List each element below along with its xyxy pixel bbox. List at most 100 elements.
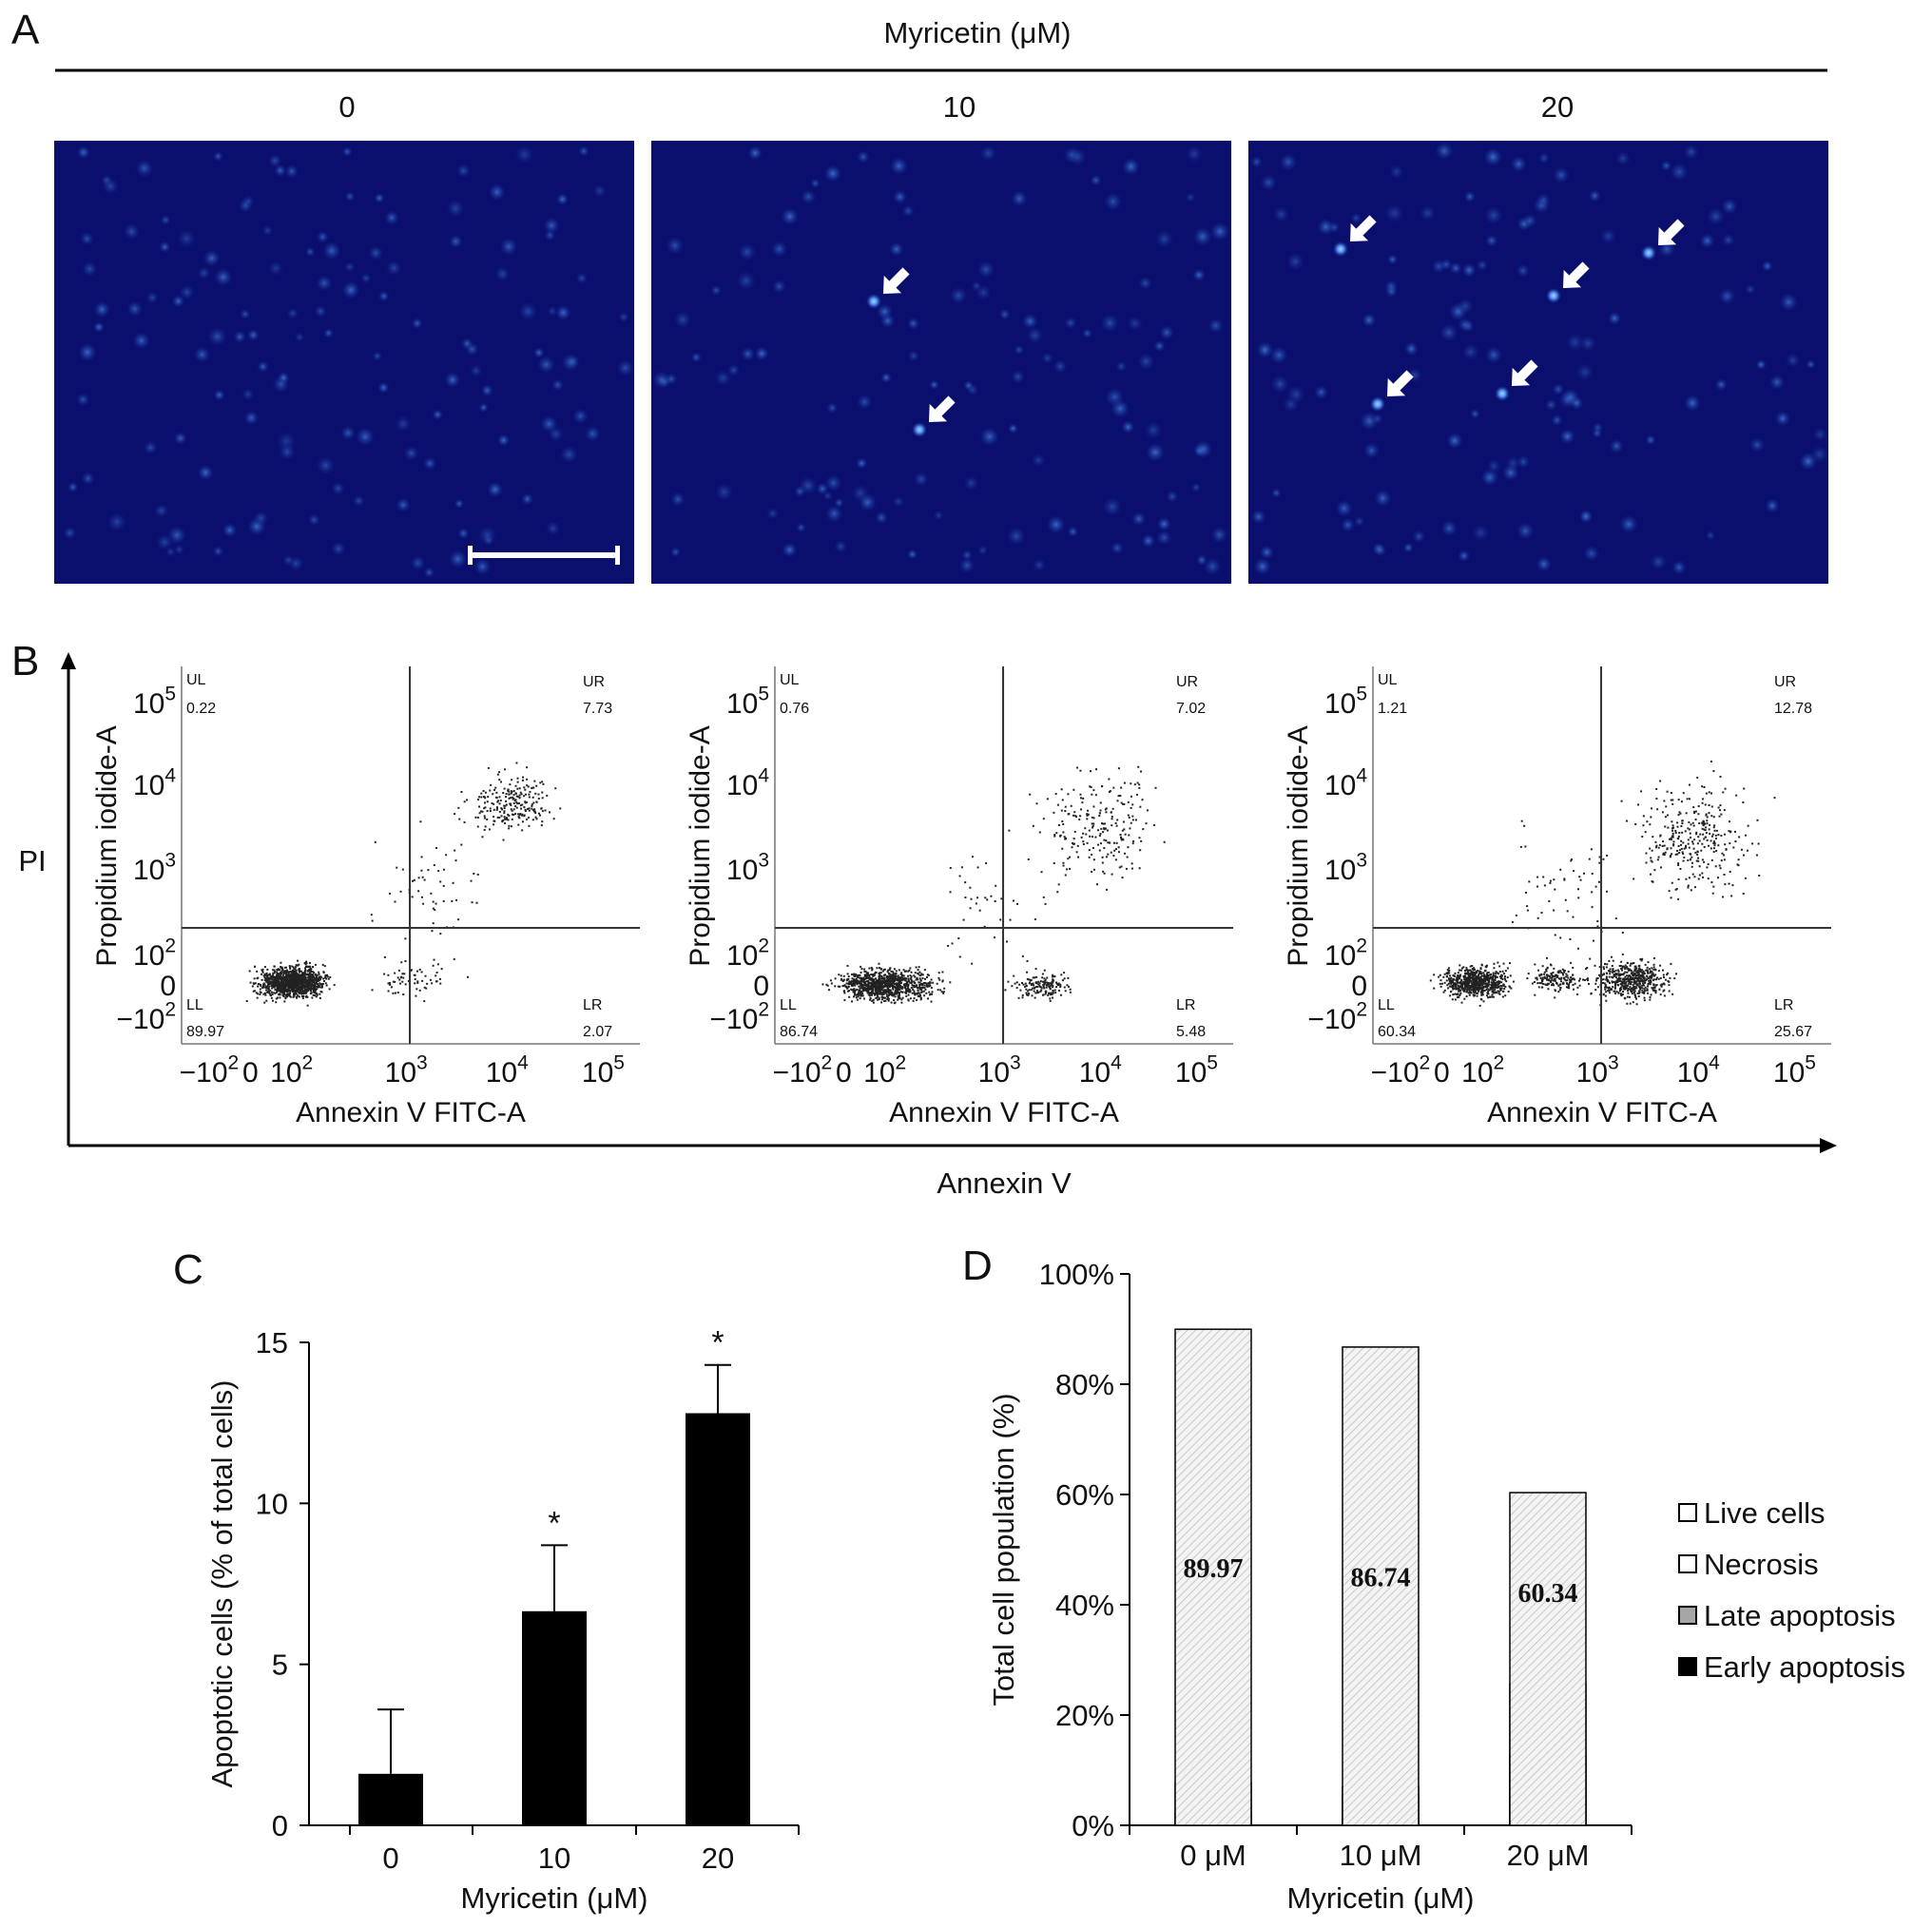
event-dot [1634,970,1637,973]
event-dot [904,987,907,990]
event-dot [299,971,301,974]
event-dot [1643,988,1646,991]
event-dot [291,983,294,986]
event-dot [900,972,903,974]
event-dot [1557,972,1560,974]
event-dot [1655,978,1658,981]
event-dot [266,976,269,979]
nucleus [976,284,992,300]
event-dot [1064,837,1067,839]
event-dot [484,825,487,828]
nucleus [618,312,629,323]
event-dot [1494,991,1497,993]
event-dot [1472,975,1475,978]
nucleus [331,481,345,495]
event-dot [1576,986,1579,989]
event-dot [312,988,315,991]
event-dot [476,873,479,876]
event-dot [1480,998,1483,1001]
event-dot [1139,849,1142,852]
event-dot [1625,981,1628,984]
event-dot [1072,838,1075,840]
event-dot [481,810,484,813]
flow-y-tick: 104 [133,765,176,802]
event-dot [865,975,868,978]
event-dot [414,974,416,976]
event-dot [259,983,261,986]
event-dot [273,969,276,972]
event-dot [271,984,274,987]
event-dot [1561,982,1564,985]
event-dot [498,796,501,799]
nucleus [810,178,821,189]
event-dot [1705,814,1708,817]
event-dot [900,1001,903,1004]
event-dot [1496,983,1498,986]
event-dot [1715,829,1718,832]
event-dot [1466,981,1469,984]
event-dot [884,999,887,1002]
event-dot [421,979,424,982]
event-dot [1605,977,1608,980]
event-dot [1445,975,1448,978]
event-dot [1500,987,1503,990]
event-dot [858,989,860,992]
event-dot [908,969,911,972]
event-dot [1053,835,1056,838]
event-dot [1459,985,1462,988]
event-dot [273,965,276,968]
event-dot [894,995,897,998]
event-dot [1594,989,1597,992]
event-dot [1646,974,1649,977]
event-dot [299,986,302,989]
event-dot [1486,974,1489,977]
event-dot [466,975,469,978]
nucleus [1420,205,1436,222]
event-dot [510,797,512,800]
event-dot [520,793,523,796]
event-dot [921,982,924,985]
event-dot [257,983,260,986]
nucleus [1192,268,1206,281]
event-dot [1049,985,1052,988]
event-dot [1609,970,1612,973]
event-dot [910,976,913,979]
nucleus [1069,147,1087,166]
event-dot [1606,963,1609,966]
event-dot [1452,993,1455,995]
event-dot [1108,791,1111,794]
event-dot [900,986,903,989]
event-dot [1656,858,1659,861]
event-dot [540,807,543,810]
event-dot [257,985,260,988]
event-dot [1465,968,1468,971]
event-dot [309,969,312,972]
event-dot [275,997,278,1000]
nucleus [1592,428,1603,438]
event-dot [862,979,865,982]
event-dot [1121,829,1124,832]
event-dot [1044,902,1047,905]
event-dot [1043,983,1046,986]
nucleus [455,164,471,178]
event-dot [880,988,883,991]
nucleus [907,549,918,560]
event-dot [1111,873,1113,876]
event-dot [1695,833,1698,836]
event-dot [504,804,507,807]
event-dot [310,980,313,983]
event-dot [1492,975,1495,978]
event-dot [868,975,871,978]
event-dot [1671,827,1674,830]
event-dot [1043,980,1046,983]
event-dot [1625,819,1628,822]
event-dot [1635,982,1638,985]
event-dot [300,972,303,974]
nucleus [1335,499,1353,517]
event-dot [1661,811,1664,814]
nucleus [322,241,341,260]
event-dot [301,995,304,998]
event-dot [1045,986,1048,989]
event-dot [1477,989,1479,992]
nucleus [374,192,385,203]
